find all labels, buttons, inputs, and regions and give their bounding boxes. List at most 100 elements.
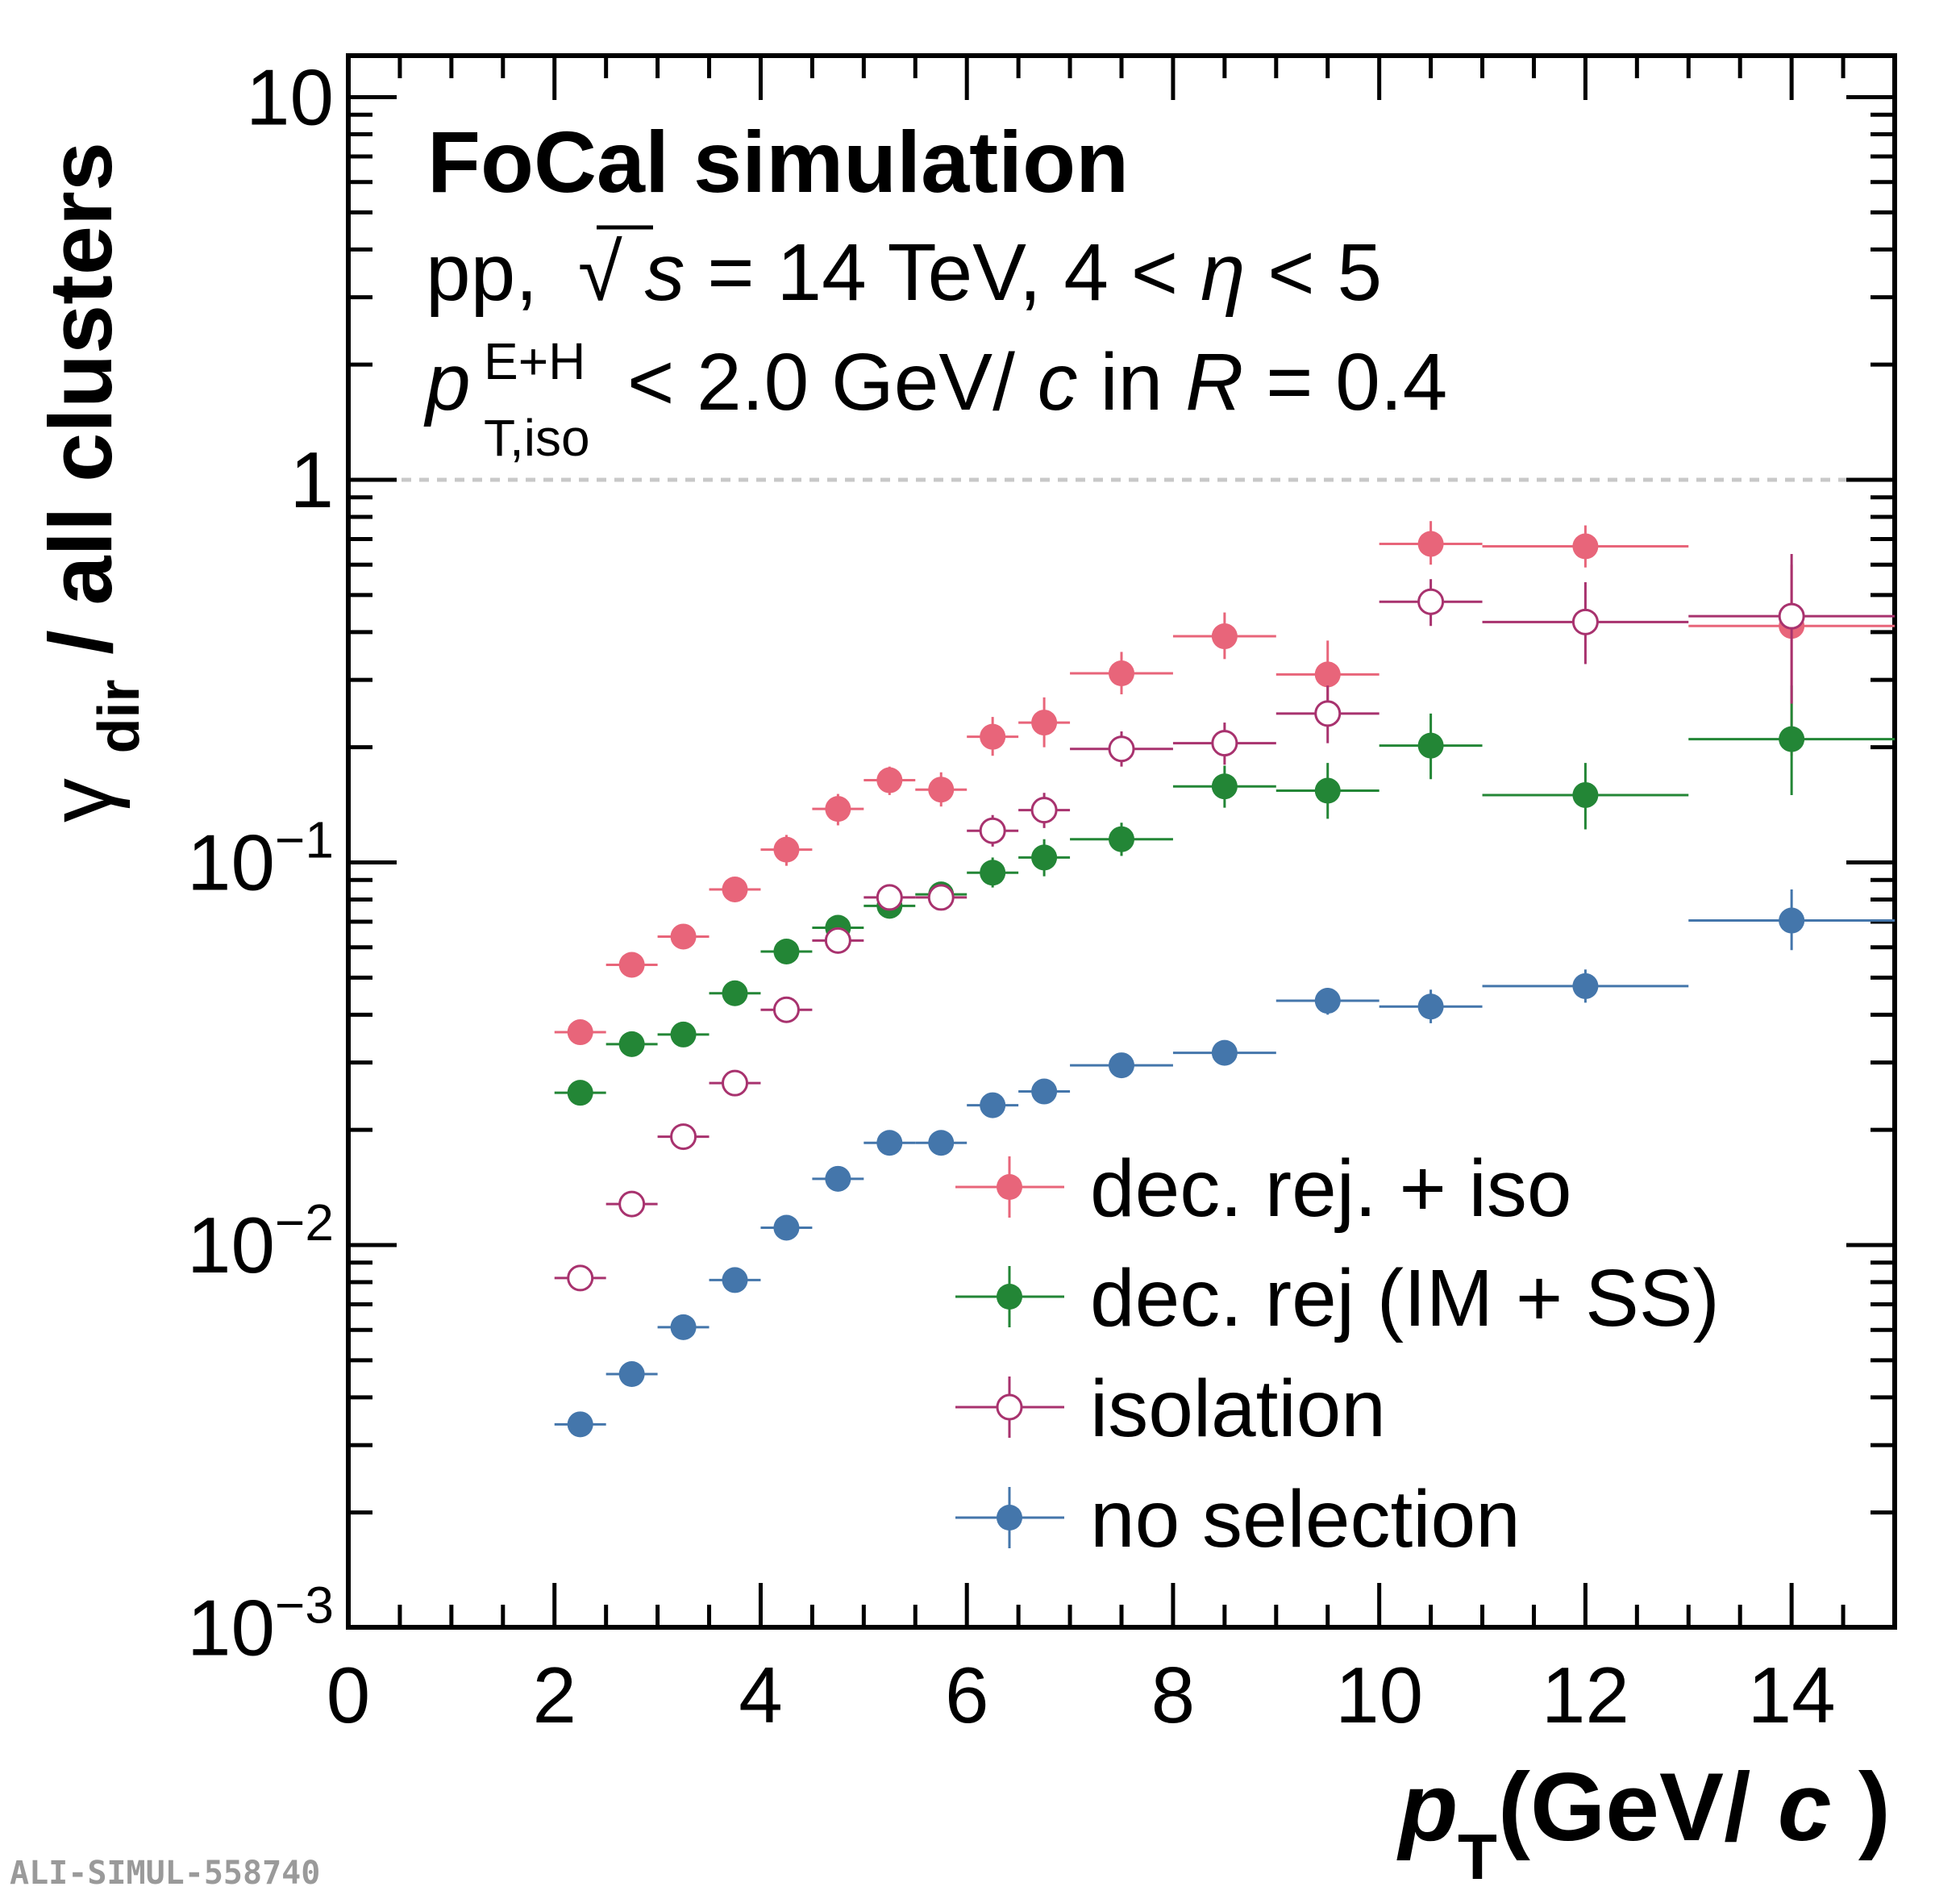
data-point <box>618 1031 645 1057</box>
series-1 <box>554 685 1895 1106</box>
y-tick-label: 10−1 <box>187 811 334 907</box>
annotation-eta-end: < 5 <box>1267 227 1382 318</box>
data-point <box>1031 1078 1058 1105</box>
data-point <box>1314 661 1341 688</box>
data-point <box>1030 797 1058 824</box>
data-point <box>980 860 1006 886</box>
data-point <box>722 1069 748 1097</box>
data-point <box>1571 608 1599 635</box>
y-tick-base: 10 <box>187 818 275 907</box>
data-point <box>1211 730 1238 757</box>
annotation-p-sub: T,iso <box>484 409 590 467</box>
data-point <box>824 927 851 954</box>
data-point <box>927 884 955 911</box>
data-point <box>1211 773 1238 800</box>
legend-marker <box>997 1284 1022 1310</box>
data-point <box>1417 993 1444 1020</box>
data-point <box>772 996 800 1023</box>
x-tick-label: 2 <box>532 1651 576 1739</box>
svg-text:< 2.0 GeV/ c in: < 2.0 GeV/ c in R = 0.4 <box>627 337 1447 427</box>
x-tick-label: 6 <box>945 1651 989 1739</box>
data-point <box>876 767 903 793</box>
legend-entry: dec. rej. + iso <box>955 1143 1572 1234</box>
data-point <box>567 1080 593 1106</box>
data-point <box>928 777 955 803</box>
legend: dec. rej. + iso dec. rej (IM + SS) isolati… <box>955 1143 1720 1564</box>
data-point <box>1031 710 1058 736</box>
legend-marker <box>996 1393 1023 1421</box>
y-label-gamma: γ <box>31 778 131 823</box>
data-point <box>1417 732 1444 759</box>
data-point <box>618 1190 646 1218</box>
annotation-eta: η <box>1201 227 1246 318</box>
annotation-p-sup: E+H <box>484 332 585 390</box>
svg-text:(GeV/ c ): (GeV/ c ) <box>1498 1753 1891 1861</box>
data-point <box>773 836 800 863</box>
y-tick-label: 1 <box>289 435 334 524</box>
data-point <box>567 1264 594 1292</box>
data-point <box>1211 1039 1238 1066</box>
data-point <box>1108 735 1135 763</box>
annotation-energy: = 14 TeV, 4 < <box>707 227 1201 318</box>
series-3 <box>554 889 1895 1438</box>
y-tick-exponent: −1 <box>275 811 334 869</box>
x-label-unit-open: (GeV/ <box>1498 1753 1750 1861</box>
x-label-c: c <box>1778 1753 1832 1861</box>
y-tick-label: 10 <box>246 53 334 142</box>
y-label-sub: dir <box>87 679 152 753</box>
annotation-R: R <box>1185 337 1243 427</box>
legend-label: isolation <box>1090 1364 1386 1454</box>
data-point <box>1417 531 1444 557</box>
data-point <box>1572 533 1599 560</box>
y-tick-label: 10−2 <box>187 1193 334 1289</box>
data-point <box>567 1411 593 1438</box>
y-axis-label: γ dir / all clusters <box>31 142 158 823</box>
data-point <box>1314 700 1342 727</box>
annotation-line-3: p E+H T,iso < 2.0 GeV/ c in R = 0.4 <box>423 332 1447 467</box>
svg-text:pp, √ s = 1: pp, √ s = 14 TeV, 4 < η < 5 <box>426 227 1382 318</box>
x-tick-label: 10 <box>1335 1651 1423 1739</box>
legend-entry: isolation <box>955 1364 1386 1454</box>
y-tick-base: 10 <box>187 1584 275 1672</box>
data-point <box>618 952 645 978</box>
data-point <box>773 1214 800 1241</box>
data-point <box>722 1267 748 1293</box>
data-point <box>670 1314 697 1340</box>
data-point <box>980 1092 1006 1118</box>
x-axis-label: p T (GeV/ c ) <box>1396 1753 1891 1893</box>
data-point <box>876 884 903 911</box>
legend-entry: no selection <box>955 1474 1521 1564</box>
x-label-unit-close: ) <box>1858 1753 1891 1861</box>
legend-label: dec. rej (IM + SS) <box>1090 1253 1720 1343</box>
x-label-sub: T <box>1458 1821 1497 1893</box>
data-point <box>1779 907 1805 934</box>
legend-label: dec. rej. + iso <box>1090 1143 1572 1234</box>
y-tick-label: 10−3 <box>187 1576 334 1672</box>
x-label-p: p <box>1396 1753 1458 1861</box>
legend-label: no selection <box>1090 1474 1521 1564</box>
data-point <box>928 1130 955 1156</box>
data-point <box>1314 988 1341 1014</box>
annotation-c: c <box>1038 337 1078 427</box>
series-2 <box>554 553 1895 1292</box>
x-tick-label: 12 <box>1542 1651 1629 1739</box>
annotation-pp: pp, <box>426 227 538 318</box>
annotation-sqrt: √ <box>578 227 622 318</box>
data-point <box>1778 602 1805 630</box>
y-tick-base: 10 <box>187 1201 275 1289</box>
data-point <box>980 723 1006 750</box>
data-point <box>670 1123 697 1151</box>
footer-label: ALI-SIMUL-558740 <box>10 1855 320 1892</box>
data-point <box>722 876 748 902</box>
data-point <box>567 1019 593 1046</box>
data-point <box>1031 844 1058 871</box>
data-point <box>1211 623 1238 650</box>
data-point <box>670 1021 697 1047</box>
chart-title: FoCal simulation <box>427 113 1129 210</box>
annotation-cut: < 2.0 GeV/ <box>627 337 1015 427</box>
data-point <box>722 980 748 1006</box>
x-tick-label: 14 <box>1748 1651 1836 1739</box>
data-point <box>1417 588 1445 615</box>
